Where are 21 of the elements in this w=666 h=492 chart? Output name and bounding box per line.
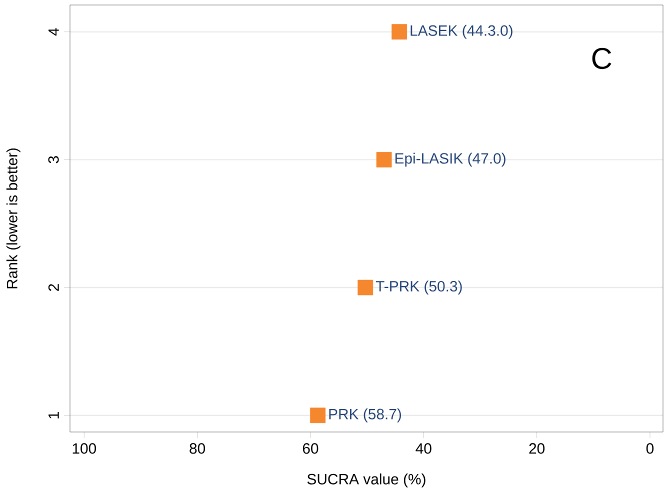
annotation: T-PRK (50.3): [376, 280, 462, 294]
annotation: LASEK (44.3.0): [410, 24, 512, 39]
y-tick-label: 2: [48, 284, 59, 291]
annotation: PRK (58.7): [329, 408, 402, 422]
x-tick-label: 20: [529, 442, 545, 454]
x-axis-title: SUCRA value (%): [307, 473, 426, 488]
point: [376, 152, 392, 168]
point: [392, 24, 408, 40]
point: [310, 407, 326, 423]
annotation: Epi-LASIK (47.0): [395, 152, 506, 166]
y-tick-label: 3: [48, 156, 59, 164]
y-axis-title: Rank (lower is better): [6, 148, 20, 288]
x-tick-label: 0: [646, 442, 654, 454]
x-tick-label: 80: [190, 442, 206, 454]
x-tick-label: 60: [302, 442, 318, 454]
x-tick-label: 100: [72, 442, 96, 454]
point: [358, 280, 374, 296]
y-tick-label: 4: [48, 28, 59, 36]
x-tick-label: 40: [416, 442, 432, 454]
y-tick-label: 1: [48, 412, 59, 418]
annotation: C: [592, 48, 612, 69]
